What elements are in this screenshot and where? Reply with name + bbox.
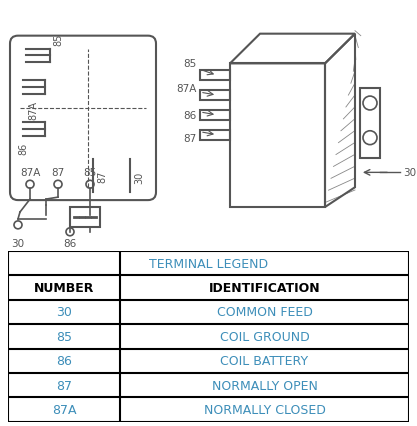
Text: 86: 86 xyxy=(184,111,197,121)
Text: 87A: 87A xyxy=(52,403,77,416)
Text: 87A: 87A xyxy=(28,101,38,120)
Text: NUMBER: NUMBER xyxy=(34,281,95,294)
Text: COIL GROUND: COIL GROUND xyxy=(220,330,309,343)
Text: 87A: 87A xyxy=(177,84,197,94)
Text: 30: 30 xyxy=(11,238,25,248)
Text: 30: 30 xyxy=(403,168,416,178)
Text: COIL BATTERY: COIL BATTERY xyxy=(221,354,309,367)
Text: 87: 87 xyxy=(184,133,197,144)
Text: 87: 87 xyxy=(56,379,73,392)
Text: NORMALLY CLOSED: NORMALLY CLOSED xyxy=(203,403,326,416)
Text: IDENTIFICATION: IDENTIFICATION xyxy=(209,281,320,294)
Text: 86: 86 xyxy=(56,354,72,367)
Text: 85: 85 xyxy=(83,168,97,178)
Text: TERMINAL LEGEND: TERMINAL LEGEND xyxy=(149,257,268,270)
Text: 87A: 87A xyxy=(20,168,40,178)
Text: NORMALLY OPEN: NORMALLY OPEN xyxy=(211,379,317,392)
Text: 30: 30 xyxy=(56,306,72,319)
Bar xyxy=(70,207,100,227)
Text: 85: 85 xyxy=(53,33,63,46)
Text: COMMON FEED: COMMON FEED xyxy=(216,306,312,319)
Text: 86: 86 xyxy=(63,238,77,248)
Text: 85: 85 xyxy=(56,330,73,343)
Text: 30: 30 xyxy=(134,172,144,184)
Text: 87: 87 xyxy=(97,170,107,182)
Text: 85: 85 xyxy=(184,59,197,69)
Text: 86: 86 xyxy=(18,142,28,155)
Text: 87: 87 xyxy=(51,168,65,178)
